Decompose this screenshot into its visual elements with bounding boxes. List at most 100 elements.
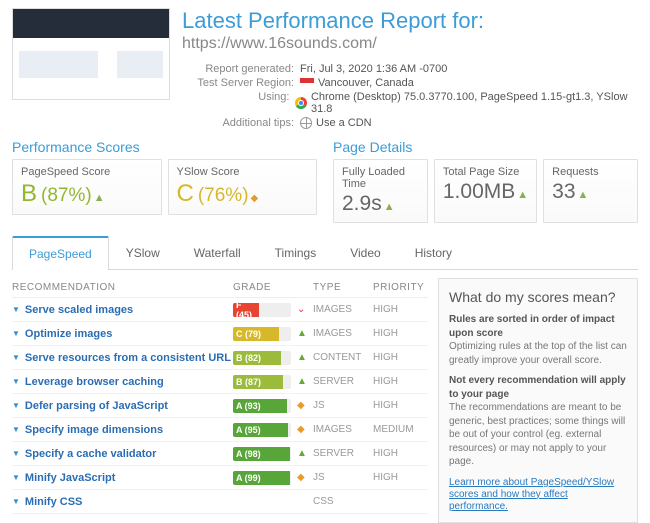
requests-value: 33: [552, 180, 575, 204]
recommendation-link[interactable]: Serve scaled images: [25, 304, 133, 316]
expand-icon: ▼: [12, 449, 20, 458]
recommendation-link[interactable]: Leverage browser caching: [25, 376, 164, 388]
caret-up-icon: ▲: [578, 189, 589, 201]
table-row[interactable]: ▼Minify JavaScriptA (99)◆JSHIGH: [12, 466, 428, 490]
pagespeed-grade-letter: B: [21, 180, 37, 208]
recommendation-link[interactable]: Minify JavaScript: [25, 472, 115, 484]
recommendation-link[interactable]: Defer parsing of JavaScript: [25, 400, 168, 412]
tab-history[interactable]: History: [398, 236, 469, 270]
tips-value: Use a CDN: [316, 117, 372, 129]
using-value: Chrome (Desktop) 75.0.3770.100, PageSpee…: [311, 91, 638, 115]
expand-icon: ▼: [12, 329, 20, 338]
caret-up-icon: ▲: [94, 192, 105, 204]
col-recommendation[interactable]: RECOMMENDATION: [12, 282, 233, 293]
grade-bar: B (87): [233, 375, 291, 389]
site-thumbnail: [12, 8, 170, 100]
type-value: JS: [313, 400, 373, 411]
sidebar-learn-more-link[interactable]: Learn more about PageSpeed/YSlow scores …: [449, 477, 614, 512]
priority-value: HIGH: [373, 304, 428, 315]
type-value: SERVER: [313, 376, 373, 387]
globe-icon: [300, 117, 312, 129]
scores-help-sidebar: What do my scores mean? Rules are sorted…: [438, 278, 638, 523]
type-value: IMAGES: [313, 328, 373, 339]
yslow-grade-pct: (76%): [198, 185, 249, 207]
requests-box: Requests 33▲: [543, 159, 638, 223]
region-value: Vancouver, Canada: [318, 77, 414, 89]
tab-timings[interactable]: Timings: [258, 236, 334, 270]
trend-icon: ▲: [297, 352, 307, 363]
yslow-label: YSlow Score: [177, 166, 309, 178]
grade-bar: A (98): [233, 447, 291, 461]
pagespeed-label: PageSpeed Score: [21, 166, 153, 178]
yslow-grade-letter: C: [177, 180, 194, 208]
expand-icon: ▼: [12, 305, 20, 314]
tab-video[interactable]: Video: [333, 236, 397, 270]
recommendation-link[interactable]: Specify a cache validator: [25, 448, 156, 460]
pagespeed-grade-pct: (87%): [41, 185, 92, 207]
sidebar-p1: Optimizing rules at the top of the list …: [449, 341, 627, 366]
generated-value: Fri, Jul 3, 2020 1:36 AM -0700: [300, 63, 447, 75]
canada-flag-icon: [300, 78, 314, 88]
type-value: IMAGES: [313, 304, 373, 315]
priority-value: HIGH: [373, 328, 428, 339]
tips-label: Additional tips:: [182, 117, 300, 129]
table-row[interactable]: ▼Serve scaled imagesF (45)⌄IMAGESHIGH: [12, 298, 428, 322]
type-value: CSS: [313, 496, 373, 507]
recommendation-link[interactable]: Optimize images: [25, 328, 112, 340]
recommendation-link[interactable]: Specify image dimensions: [25, 424, 163, 436]
recommendation-link[interactable]: Minify CSS: [25, 496, 82, 508]
table-row[interactable]: ▼Minify CSSCSS: [12, 490, 428, 514]
trend-icon: ◆: [297, 424, 305, 435]
site-url: https://www.16sounds.com/: [182, 35, 638, 53]
col-grade[interactable]: GRADE: [233, 282, 313, 293]
grade-bar: A (99): [233, 471, 291, 485]
page-size-box: Total Page Size 1.00MB▲: [434, 159, 537, 223]
performance-scores-title: Performance Scores: [12, 139, 317, 155]
trend-icon: ◆: [297, 472, 305, 483]
sidebar-title: What do my scores mean?: [449, 289, 627, 305]
expand-icon: ▼: [12, 425, 20, 434]
table-row[interactable]: ▼Defer parsing of JavaScriptA (93)◆JSHIG…: [12, 394, 428, 418]
table-row[interactable]: ▼Leverage browser cachingB (87)▲SERVERHI…: [12, 370, 428, 394]
table-row[interactable]: ▼ Serve resources from a consistent URLB …: [12, 346, 428, 370]
caret-up-icon: ▲: [517, 189, 528, 201]
table-row[interactable]: ▼Specify image dimensionsA (95)◆IMAGESME…: [12, 418, 428, 442]
load-time-box: Fully Loaded Time 2.9s▲: [333, 159, 428, 223]
recommendation-link[interactable]: Serve resources from a consistent URL: [25, 352, 231, 364]
trend-icon: ▲: [297, 448, 307, 459]
type-value: IMAGES: [313, 424, 373, 435]
grade-bar: B (82): [233, 351, 291, 365]
diamond-icon: ◆: [251, 193, 259, 204]
trend-icon: ▲: [297, 376, 307, 387]
region-label: Test Server Region:: [182, 77, 300, 89]
grade-bar: A (93): [233, 399, 291, 413]
table-row[interactable]: ▼ Optimize images C (79) ▲ IMAGESHIGH: [12, 322, 428, 346]
sidebar-p2: The recommendations are meant to be gene…: [449, 402, 625, 467]
tab-waterfall[interactable]: Waterfall: [177, 236, 258, 270]
generated-label: Report generated:: [182, 63, 300, 75]
col-type[interactable]: TYPE: [313, 282, 373, 293]
type-value: CONTENT: [313, 352, 373, 363]
type-value: JS: [313, 472, 373, 483]
priority-value: MEDIUM: [373, 424, 428, 435]
pagespeed-score-box: PageSpeed Score B (87%) ▲: [12, 159, 162, 215]
load-time-label: Fully Loaded Time: [342, 166, 419, 190]
expand-icon: ▼: [12, 401, 20, 410]
trend-icon: ▲: [297, 328, 307, 339]
recommendations-table: RECOMMENDATION GRADE TYPE PRIORITY ▼ Serv…: [12, 278, 428, 523]
priority-value: HIGH: [373, 376, 428, 387]
type-value: SERVER: [313, 448, 373, 459]
table-row[interactable]: ▼ Specify a cache validator A (98) ▲ SERVERH…: [12, 442, 428, 466]
page-details-title: Page Details: [333, 139, 638, 155]
grade-bar: C (79): [233, 327, 291, 341]
priority-value: HIGH: [373, 400, 428, 411]
priority-value: HIGH: [373, 448, 428, 459]
expand-icon: ▼: [12, 353, 20, 362]
requests-label: Requests: [552, 166, 629, 178]
tab-yslow[interactable]: YSlow: [109, 236, 177, 270]
col-priority[interactable]: PRIORITY: [373, 282, 428, 293]
load-time-value: 2.9s: [342, 192, 382, 216]
page-title: Latest Performance Report for:: [182, 8, 638, 33]
priority-value: HIGH: [373, 352, 428, 363]
tab-pagespeed[interactable]: PageSpeed: [12, 236, 109, 270]
